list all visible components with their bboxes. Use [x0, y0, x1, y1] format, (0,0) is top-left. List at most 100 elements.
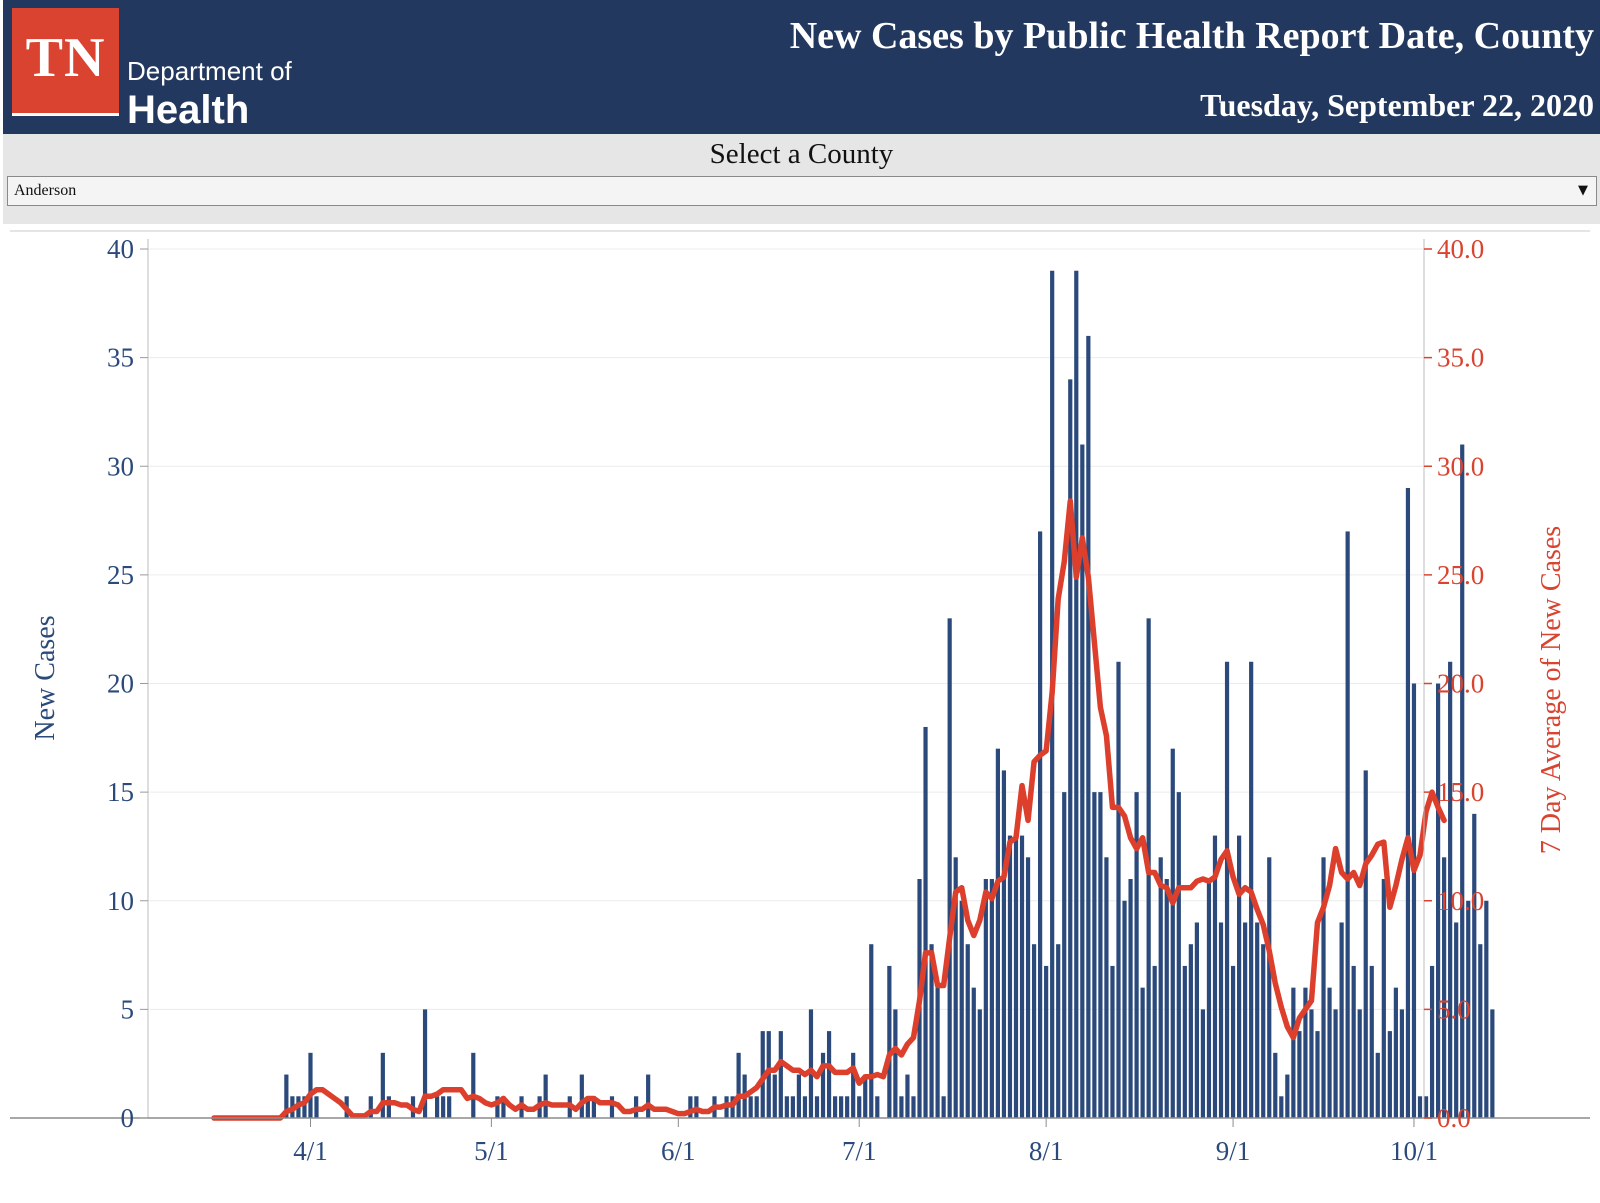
bar: [808, 1009, 814, 1119]
bar: [471, 1052, 476, 1118]
average-line-layer: [211, 498, 1447, 1121]
bar: [1170, 748, 1175, 1118]
average-line: [211, 498, 1447, 1121]
bar: [1074, 270, 1079, 1119]
bar: [887, 965, 892, 1118]
y-tick-label: 20: [107, 669, 134, 699]
county-dropdown-value: Anderson: [14, 182, 77, 199]
y-tick-label: 10: [107, 886, 134, 916]
bar: [284, 1074, 289, 1118]
bar: [983, 879, 988, 1118]
y2-axis-label: 7 Day Average of New Cases: [1536, 526, 1567, 854]
y2-tick-label: 20.0: [1437, 669, 1484, 699]
page-title: New Cases by Public Health Report Date, …: [789, 15, 1594, 57]
bar: [447, 1096, 452, 1118]
bar: [646, 1074, 651, 1118]
bar: [422, 1009, 428, 1119]
bar: [1038, 531, 1043, 1118]
chart-top-border: [10, 230, 1590, 232]
bar: [748, 1096, 753, 1118]
triangle-down-icon[interactable]: ▼: [1578, 183, 1588, 198]
bar: [1442, 857, 1447, 1118]
header-bar: TN Department of Health New Cases by Pub…: [3, 0, 1600, 134]
bar: [314, 1096, 319, 1118]
right-axis-ticks: 0.0 5.0 10.0 15.0 20.0 25.0 30.0 35.0 40.0: [1424, 234, 1484, 1133]
bar: [1182, 965, 1187, 1118]
axes: [10, 239, 1590, 1119]
x-axis-ticks: 4/1 5/1 6/1 7/1 8/1 9/1 10/1: [293, 1118, 1438, 1166]
bar: [1068, 379, 1073, 1119]
bar: [857, 1096, 862, 1118]
bar: [1062, 792, 1067, 1119]
bar: [1303, 987, 1308, 1118]
bar: [965, 944, 970, 1118]
bar: [1098, 792, 1103, 1119]
bar: [1381, 879, 1386, 1118]
bar: [1031, 944, 1037, 1118]
bar: [1056, 944, 1061, 1118]
bar: [1152, 965, 1157, 1118]
bar: [929, 944, 934, 1118]
bar: [953, 857, 958, 1118]
bar: [302, 1096, 307, 1118]
bar: [1472, 813, 1477, 1118]
x-tick-label: 7/1: [842, 1136, 877, 1166]
bar: [1025, 857, 1031, 1118]
y2-tick-label: 10.0: [1437, 886, 1484, 916]
bar: [1128, 879, 1133, 1118]
bar: [814, 1096, 820, 1118]
logo-department-text: Department of: [127, 56, 292, 86]
bar: [893, 1009, 898, 1119]
bar: [796, 1074, 802, 1118]
county-dropdown[interactable]: Anderson ▼: [7, 176, 1597, 206]
bar: [1466, 900, 1471, 1118]
bar: [1013, 835, 1019, 1118]
y2-tick-label: 0.0: [1437, 1103, 1471, 1133]
left-axis-ticks: 0 5 10 15 20 25 30 35 40: [107, 234, 148, 1133]
bar: [1405, 487, 1411, 1119]
bar: [1212, 835, 1218, 1118]
bar: [1134, 792, 1139, 1119]
y2-tick-label: 40.0: [1437, 234, 1484, 264]
bar: [579, 1074, 584, 1118]
logo-underline: [12, 113, 119, 116]
bar: [1273, 1052, 1278, 1118]
bar: [923, 726, 928, 1118]
bar: [875, 1096, 880, 1118]
bar: [971, 987, 976, 1118]
x-tick-label: 5/1: [474, 1136, 509, 1166]
bar: [784, 1096, 789, 1118]
bar: [591, 1096, 596, 1118]
bar: [839, 1096, 844, 1118]
bar: [977, 1009, 982, 1119]
bar: [1176, 792, 1181, 1119]
bar: [1399, 1009, 1405, 1119]
bar: [1044, 965, 1049, 1118]
bar: [1104, 857, 1109, 1118]
bar: [899, 1096, 904, 1118]
bar: [543, 1074, 548, 1118]
bar: [1435, 683, 1441, 1118]
bar: [869, 944, 874, 1118]
bar: [1164, 879, 1169, 1118]
y2-tick-label: 30.0: [1437, 451, 1484, 481]
bar: [441, 1096, 446, 1118]
bar: [368, 1096, 373, 1118]
y-tick-label: 5: [121, 994, 135, 1024]
bar: [845, 1096, 850, 1118]
y2-tick-label: 35.0: [1437, 343, 1484, 373]
bar: [1478, 944, 1483, 1118]
bar: [1237, 835, 1242, 1118]
bar: [935, 987, 940, 1118]
bar: [911, 1096, 916, 1118]
county-filter-label: Select a County: [709, 138, 894, 170]
bar: [1230, 965, 1236, 1118]
bar: [1261, 944, 1266, 1118]
bar: [778, 1031, 783, 1118]
bar: [1285, 1074, 1290, 1118]
bar: [435, 1096, 440, 1118]
bar: [790, 1096, 795, 1118]
x-tick-label: 6/1: [661, 1136, 696, 1166]
bar: [959, 900, 964, 1118]
